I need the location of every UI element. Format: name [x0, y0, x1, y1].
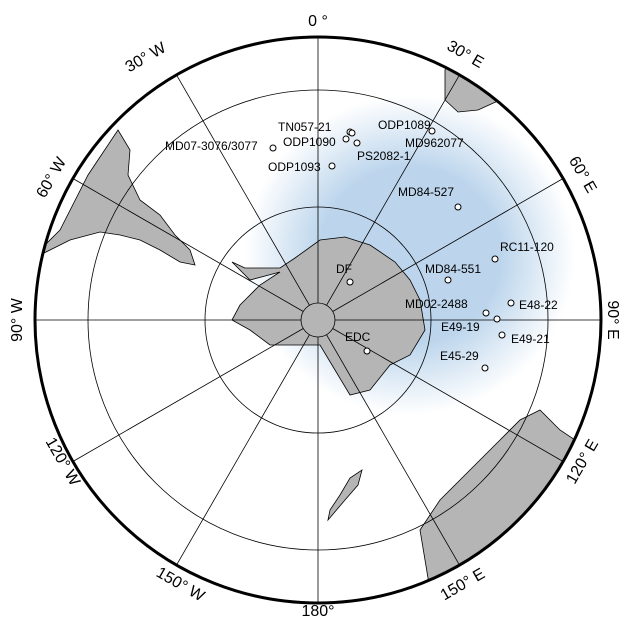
meridian	[176, 334, 310, 566]
site-label: PS2082-1	[357, 149, 411, 163]
site-marker	[363, 347, 371, 355]
meridian	[332, 328, 564, 462]
site-marker	[269, 144, 277, 152]
site-label: E48-22	[519, 298, 558, 312]
graticule	[35, 37, 601, 603]
longitude-label: 90° W	[9, 297, 26, 342]
site-label: MD84-551	[425, 262, 481, 276]
site-label: E49-19	[441, 320, 480, 334]
map-body	[35, 37, 601, 603]
longitude-label: 150° W	[153, 564, 208, 606]
site-marker	[348, 129, 356, 137]
meridian	[72, 178, 304, 312]
site-label: TN057-21	[278, 120, 332, 134]
site-marker	[498, 331, 506, 339]
site-marker	[346, 278, 354, 286]
site-marker	[507, 299, 515, 307]
site-label: MD07-3076/3077	[165, 139, 258, 153]
site-label: ODP1090	[283, 135, 336, 149]
site-marker	[353, 139, 361, 147]
site-marker	[428, 127, 436, 135]
longitude-label: 30° E	[444, 38, 487, 72]
site-label: RC11-120	[500, 240, 554, 254]
site-marker	[493, 315, 501, 323]
site-label: E49-21	[511, 332, 550, 346]
meridian	[72, 328, 304, 462]
site-label: MD02-2488	[405, 297, 468, 311]
site-label: MD84-527	[398, 185, 454, 199]
site-marker	[328, 162, 336, 170]
site-label: E45-29	[440, 349, 479, 363]
site-label: DF	[336, 262, 352, 276]
map-frame	[33, 35, 603, 605]
longitude-label: 90° E	[604, 300, 621, 339]
site-marker	[342, 135, 350, 143]
longitude-label: 180°	[301, 603, 334, 620]
meridian	[176, 74, 310, 306]
site-label: ODP1093	[268, 160, 321, 174]
africa	[444, 37, 561, 113]
longitude-label: 0 °	[308, 13, 328, 30]
meridian	[326, 334, 460, 566]
site-marker	[491, 255, 499, 263]
site-label: ODP1089	[378, 118, 431, 132]
site-marker	[454, 203, 462, 211]
longitude-label: 30° W	[123, 39, 170, 76]
antarctica	[231, 236, 426, 396]
site-label: MD962077	[405, 136, 464, 150]
meridian	[332, 178, 564, 312]
site-marker	[481, 364, 489, 372]
new-zealand	[327, 469, 363, 522]
site-label: EDC	[345, 330, 371, 344]
meridian	[326, 74, 460, 306]
south-america	[35, 129, 196, 266]
australia	[419, 409, 601, 603]
site-marker	[444, 276, 452, 284]
site-marker	[482, 309, 490, 317]
